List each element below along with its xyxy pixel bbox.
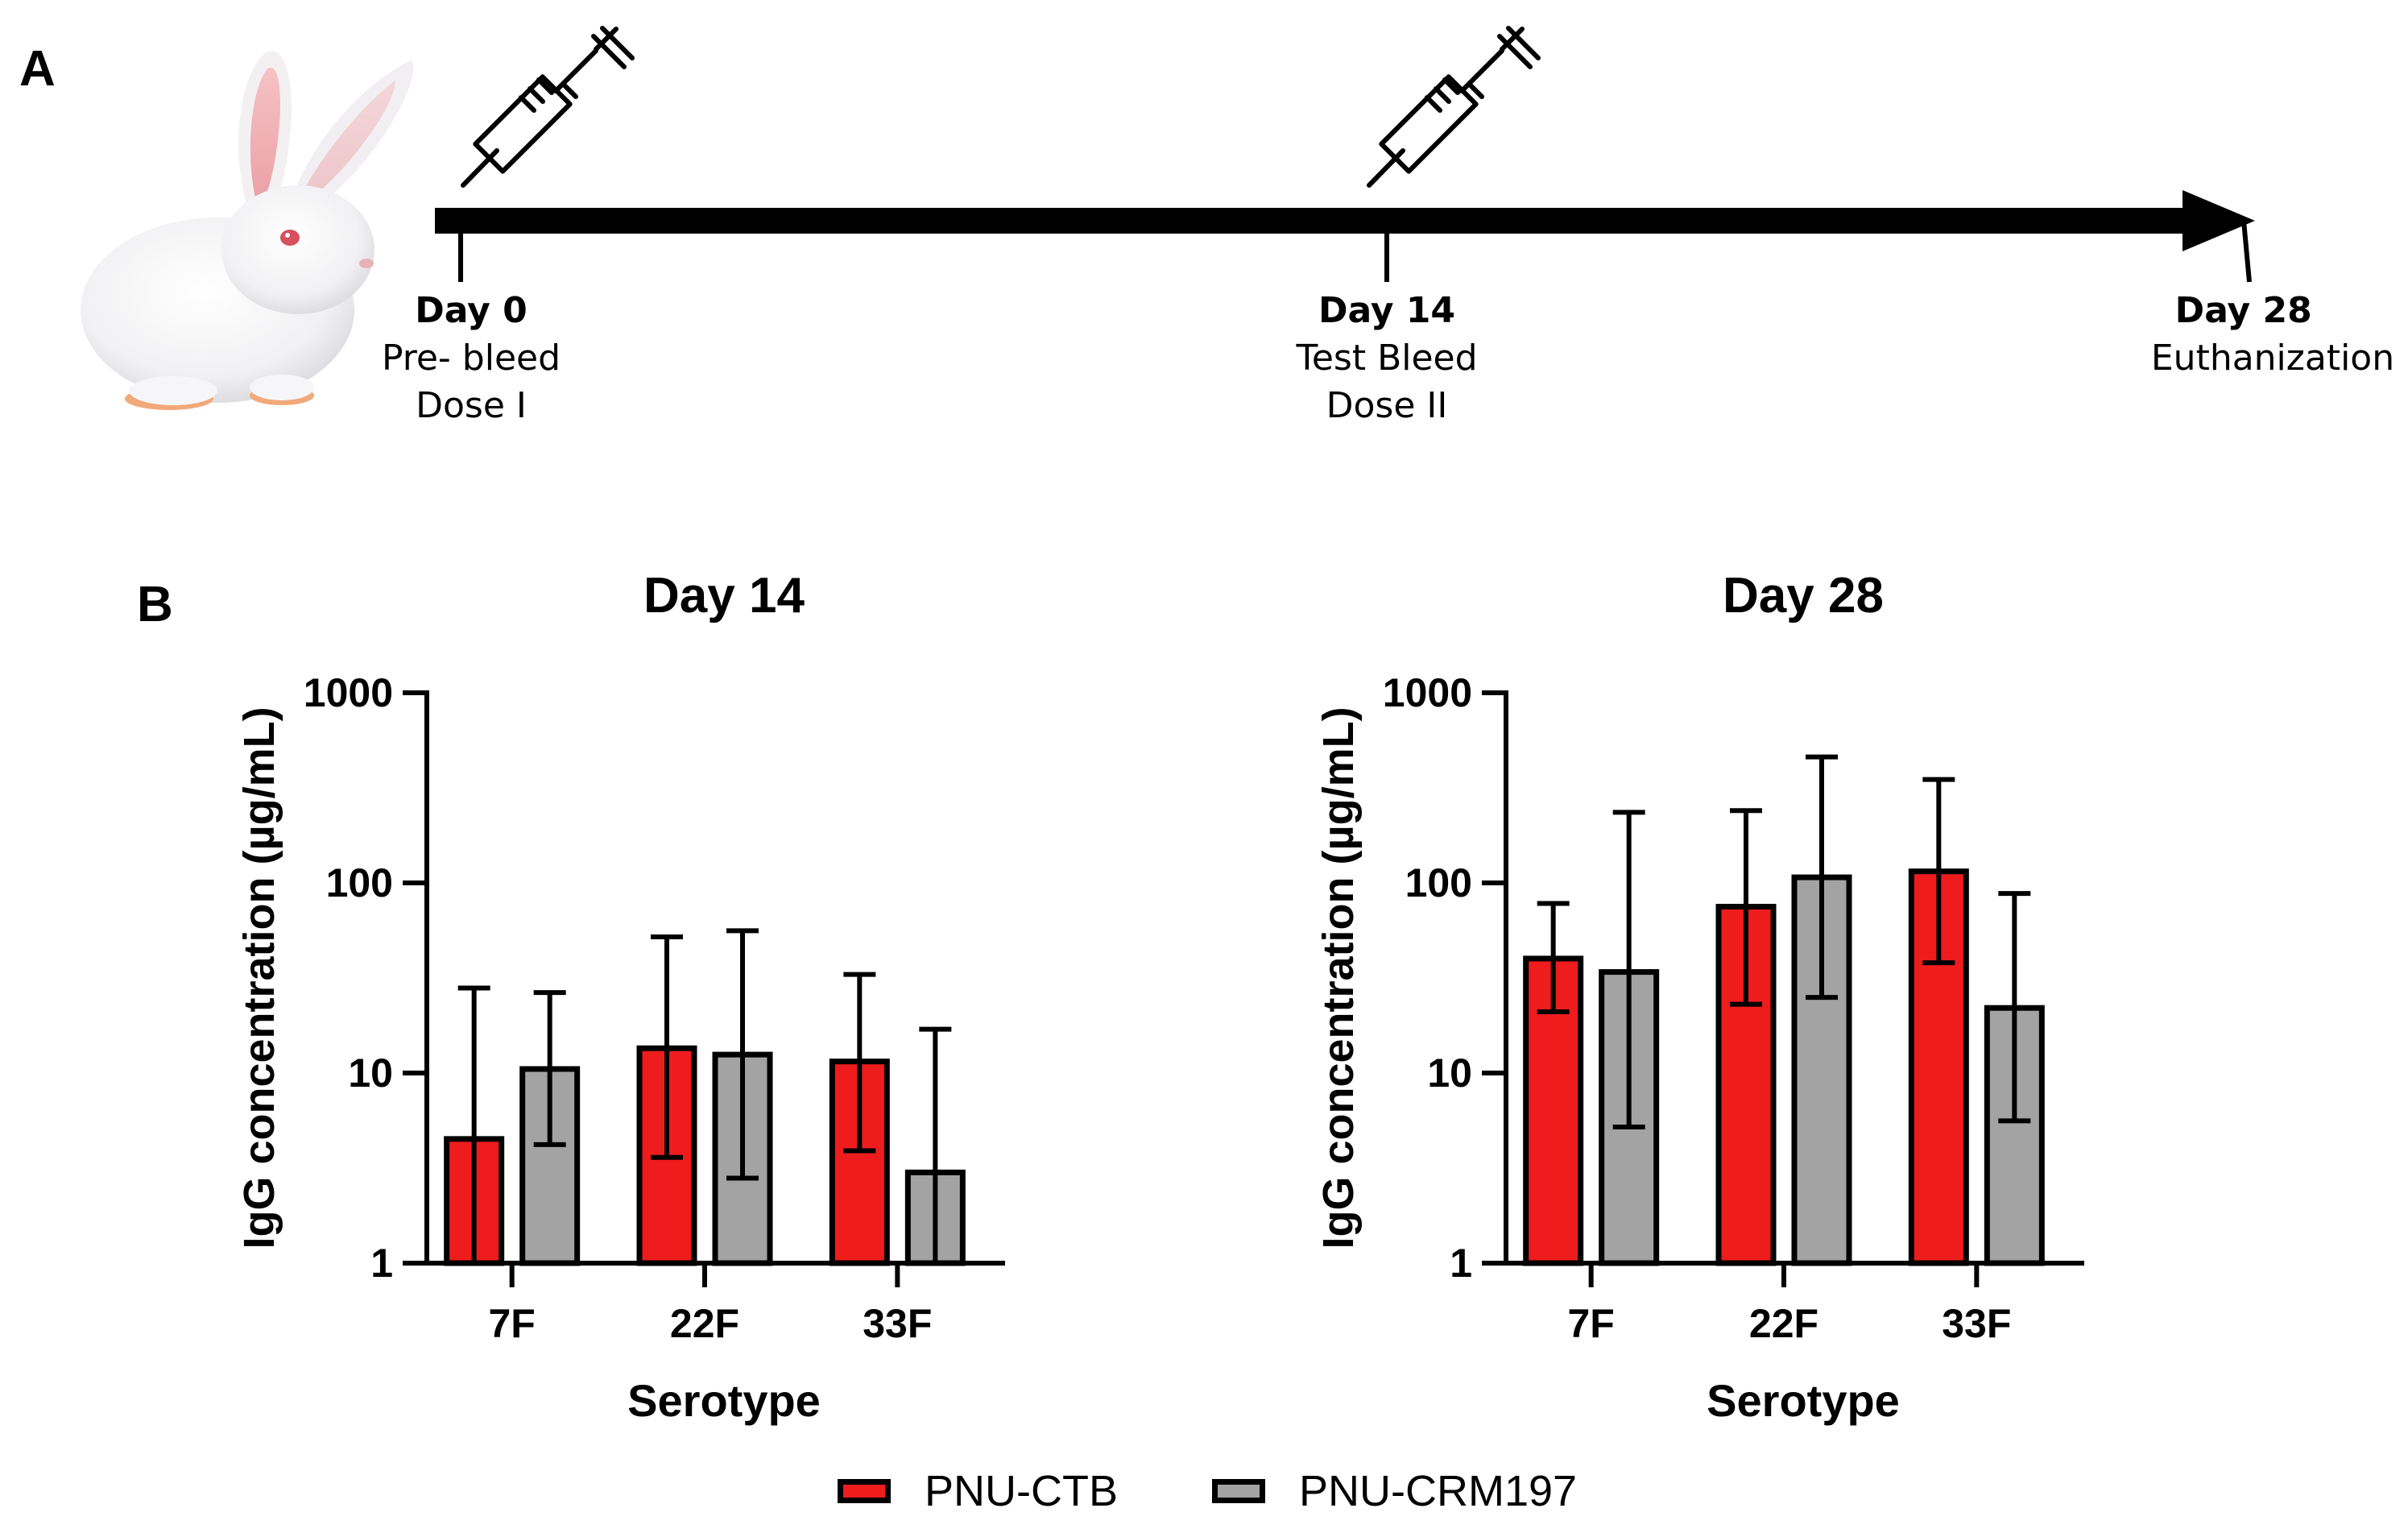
x-axis-label: Serotype bbox=[1707, 1375, 1900, 1426]
y-tick-label: 100 bbox=[326, 860, 393, 905]
y-tick-label: 10 bbox=[1427, 1050, 1472, 1096]
timeline-day: Day 28 bbox=[2174, 290, 2312, 331]
chart-day28: Day 28 IgG concentration (µg/mL) 1 10 100 100… bbox=[1314, 568, 2084, 1426]
x-tick-label: 33F bbox=[1942, 1301, 2011, 1346]
syringe-icon bbox=[461, 26, 635, 188]
legend-item-pnu-crm197: PNU-CRM197 bbox=[1212, 1466, 1577, 1516]
timeline-line1: Pre- bleed bbox=[381, 338, 561, 379]
timeline-line1: Test Bleed bbox=[1296, 338, 1478, 379]
legend-swatch-pnu-crm197 bbox=[1212, 1479, 1265, 1503]
x-tick-label: 22F bbox=[1749, 1301, 1818, 1346]
timeline-line2: Dose II bbox=[1326, 385, 1448, 426]
legend: PNU-CTB PNU-CRM197 bbox=[0, 1466, 2408, 1531]
timeline-label-day14: Day 14 Test Bleed Dose II bbox=[1296, 290, 1477, 426]
y-axis-label: IgG concentration (µg/mL) bbox=[235, 706, 283, 1249]
y-axis-label: IgG concentration (µg/mL) bbox=[1314, 706, 1363, 1249]
timeline-label-day0: Day 0 Pre- bleed Dose I bbox=[382, 290, 561, 426]
x-axis-label: Serotype bbox=[627, 1375, 821, 1426]
timeline-line1: Euthanization bbox=[2150, 338, 2395, 379]
timeline-day: Day 0 bbox=[415, 290, 528, 331]
chart-title: Day 14 bbox=[643, 568, 805, 624]
bar-pnu-crm197 bbox=[1984, 1005, 2045, 1266]
timeline-arrow bbox=[435, 190, 2255, 283]
x-tick-label: 22F bbox=[670, 1301, 739, 1346]
panel-b-charts: B Day 14 IgG concentration (µg/mL) 1 10 100 1… bbox=[0, 483, 2408, 1533]
panel-a-timeline: A bbox=[0, 0, 2408, 483]
legend-item-pnu-ctb: PNU-CTB bbox=[838, 1466, 1118, 1516]
y-tick-label: 1000 bbox=[1383, 670, 1472, 715]
timeline-label-day28: Day 28 Euthanization bbox=[2151, 290, 2394, 379]
timeline-line2: Dose I bbox=[416, 385, 527, 426]
x-tick-label: 7F bbox=[488, 1301, 535, 1346]
x-tick-label: 7F bbox=[1567, 1301, 1614, 1346]
syringe-icon bbox=[1367, 26, 1541, 188]
chart-title: Day 28 bbox=[1723, 568, 1884, 624]
timeline-day: Day 14 bbox=[1318, 290, 1456, 331]
chart-day14: Day 14 IgG concentration (µg/mL) 1 10 100 100… bbox=[235, 568, 1005, 1426]
y-tick-label: 1 bbox=[370, 1241, 393, 1286]
panel-b-letter: B bbox=[137, 577, 173, 632]
x-tick-label: 33F bbox=[863, 1301, 932, 1346]
rabbit-image bbox=[81, 51, 414, 410]
y-tick-label: 100 bbox=[1405, 860, 1472, 905]
panel-a-letter: A bbox=[19, 41, 56, 97]
legend-label: PNU-CRM197 bbox=[1299, 1467, 1578, 1515]
y-tick-label: 10 bbox=[348, 1050, 393, 1096]
legend-swatch-pnu-ctb bbox=[838, 1479, 891, 1503]
y-tick-label: 1000 bbox=[304, 670, 393, 715]
legend-label: PNU-CTB bbox=[925, 1467, 1118, 1515]
y-tick-label: 1 bbox=[1450, 1241, 1472, 1286]
